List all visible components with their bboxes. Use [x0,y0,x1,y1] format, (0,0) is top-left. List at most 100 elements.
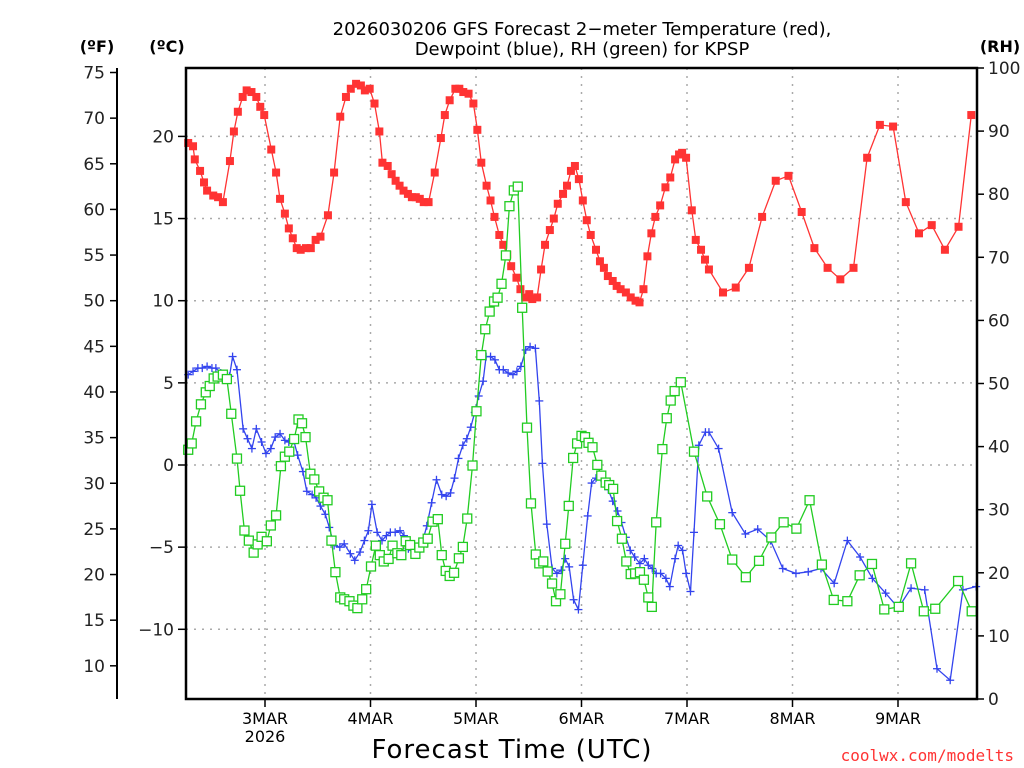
series-rh [183,181,977,617]
data-point [340,539,349,548]
rh-tick-label: 10 [988,627,1010,647]
data-point [671,155,680,164]
data-point [239,424,248,433]
data-point [243,434,252,443]
data-point [238,92,247,101]
x-tick-label: 5MAR [453,709,499,728]
data-point [651,212,660,221]
data-point [531,344,540,353]
data-point [570,161,579,170]
data-point [302,487,311,496]
data-point [549,214,558,223]
data-point [445,96,454,105]
data-point [526,342,535,351]
data-point [427,498,436,507]
data-point [866,558,878,570]
data-point [875,120,884,129]
data-point [661,183,670,192]
fahrenheit-tick-label: 45 [83,337,105,357]
data-point [661,574,670,583]
fahrenheit-tick-label: 70 [83,109,105,129]
celsius-tick-label: 5 [163,374,174,394]
data-point [322,495,333,506]
data-point [326,535,337,546]
celsius-tick-label: 15 [152,210,174,230]
data-point [881,589,890,598]
data-point [288,234,297,243]
data-point [651,517,662,528]
data-point [635,298,644,307]
data-point [568,452,579,464]
data-point [336,112,345,121]
data-point [578,561,587,570]
data-point [704,265,713,274]
data-point [391,176,400,185]
data-point [504,201,515,212]
data-point [566,166,575,175]
rh-tick-label: 80 [988,185,1010,205]
data-point [671,554,680,563]
data-point [933,664,942,673]
data-point [419,198,428,207]
data-point [587,479,596,488]
data-point [233,107,242,116]
data-point [592,245,601,254]
data-point [552,569,561,578]
data-point [404,539,416,551]
data-point [810,244,819,253]
data-point [630,553,639,562]
data-point [854,570,865,581]
fahrenheit-tick-label: 60 [83,200,105,220]
rh-tick-label: 70 [988,248,1010,268]
data-point [352,79,361,88]
data-point [661,413,672,424]
data-point [830,579,839,588]
data-point [316,502,325,511]
data-point [507,262,516,271]
data-point [967,111,976,120]
data-point [450,474,459,483]
data-point [583,511,592,520]
celsius-tick-label: 0 [163,456,174,476]
data-point [691,235,700,244]
data-point [323,211,332,220]
data-point [367,500,376,509]
data-point [284,446,295,457]
data-point [816,559,828,570]
rh-tick-label: 40 [988,438,1010,458]
data-point [486,196,495,205]
data-point [753,525,762,534]
data-point [496,278,507,289]
data-point [500,250,512,261]
data-point [504,368,513,377]
data-point [280,209,289,218]
data-point [946,676,955,685]
data-point [697,245,706,254]
data-point [229,127,238,136]
data-point [927,221,936,230]
data-point [966,606,977,617]
data-point [293,451,302,460]
data-point [545,226,554,235]
data-point [357,594,368,605]
data-point [719,288,728,297]
data-point [561,554,570,563]
data-point [440,111,449,120]
data-point [546,578,558,589]
data-point [905,558,917,569]
data-point [306,244,315,253]
data-point [490,212,499,221]
rh-unit-label: (RH) [980,37,1020,56]
data-point [574,605,583,614]
data-point [727,554,738,565]
data-point [375,127,384,136]
data-point [626,546,635,555]
data-point [512,367,521,376]
data-point [437,490,446,499]
data-point [541,240,550,249]
data-point [682,153,691,162]
data-point [396,526,405,535]
data-point [309,474,320,485]
data-point [704,428,713,437]
data-point [265,520,276,531]
